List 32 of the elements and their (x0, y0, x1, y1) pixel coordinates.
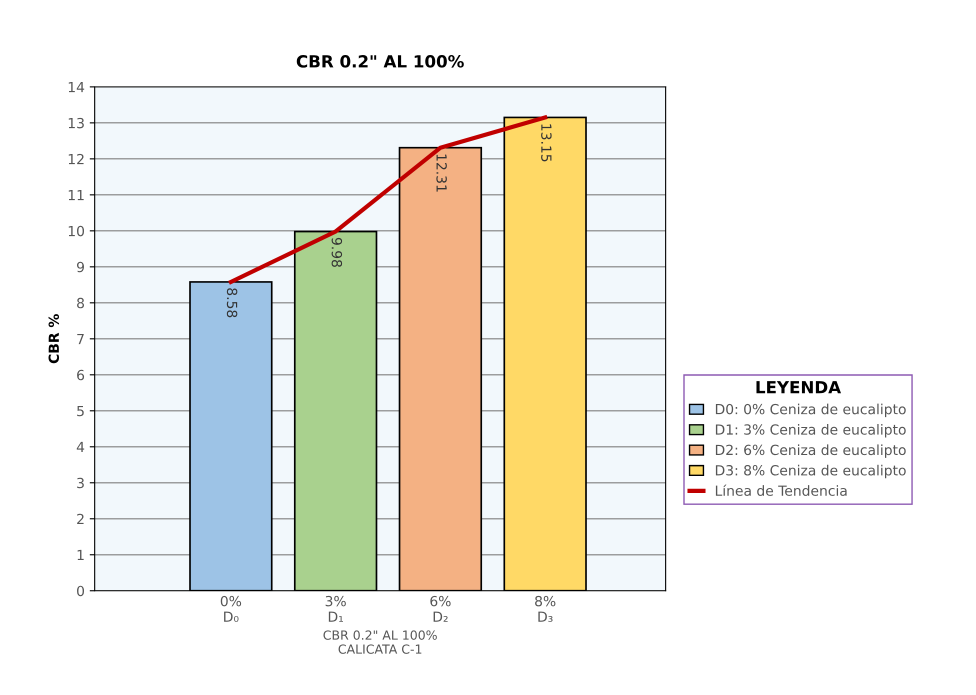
y-tick-label: 9 (76, 262, 84, 272)
data-label: 9.98 (332, 238, 342, 267)
x-tick-label: 6% D₂ (430, 596, 451, 622)
y-tick-label: 4 (76, 442, 84, 452)
x-axis-title: CBR 0.2" AL 100% CALICATA C-1 (323, 630, 437, 654)
y-tick-label: 2 (77, 514, 84, 524)
y-tick-label: 13 (68, 118, 84, 128)
y-tick-label: 10 (68, 226, 84, 236)
x-tick-label: 0% D₀ (220, 596, 242, 622)
data-label: 8.58 (226, 288, 238, 318)
y-tick-label: 14 (68, 82, 84, 92)
y-tick-label: 5 (77, 406, 84, 416)
y-tick-label: 12 (68, 154, 84, 164)
data-label: 13.15 (541, 124, 552, 162)
legend-label: Línea de Tendencia (716, 484, 847, 496)
y-tick-label: 3 (77, 478, 84, 488)
y-tick-label: 6 (77, 370, 84, 380)
legend-label: D2: 6% Ceniza de eucalipto (716, 444, 906, 458)
y-tick-label: 8 (77, 298, 84, 308)
data-label: 12.31 (436, 154, 447, 192)
legend-label: D3: 8% Ceniza de eucalipto (716, 464, 906, 478)
y-tick-label: 1 (78, 550, 84, 560)
legend-label: D1: 3% Ceniza de eucalipto (716, 424, 906, 438)
y-tick-label: 7 (77, 334, 84, 344)
chart-title: CBR 0.2" AL 100% (296, 55, 464, 68)
legend-label: D0: 0% Ceniza de eucalipto (716, 404, 906, 418)
y-tick-label: 0 (77, 586, 84, 596)
y-tick-label: 11 (68, 190, 84, 200)
x-tick-label: 8% D₃ (535, 596, 556, 622)
legend-title: LEYENDA (756, 381, 842, 394)
x-tick-label: 3% D₁ (326, 596, 346, 622)
y-axis-title: CBR % (48, 314, 60, 364)
